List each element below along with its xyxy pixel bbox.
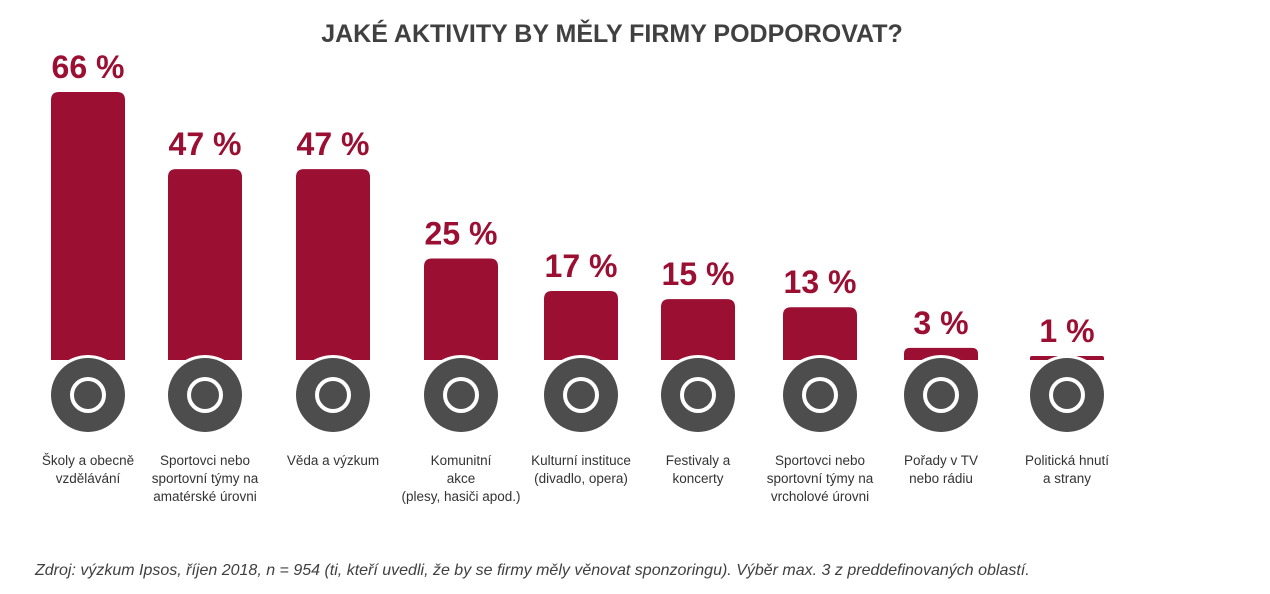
chart-title: JAKÉ AKTIVITY BY MĚLY FIRMY PODPOROVAT? — [321, 18, 903, 48]
value-label: 66 % — [52, 49, 125, 85]
icon — [783, 358, 857, 432]
icon — [168, 358, 242, 432]
icon — [904, 358, 978, 432]
icon — [661, 358, 735, 432]
bar — [168, 169, 242, 360]
value-label: 25 % — [425, 215, 498, 251]
value-label: 1 % — [1039, 313, 1094, 349]
icon-glyph — [70, 377, 106, 413]
icon — [1030, 358, 1104, 432]
bar — [904, 347, 978, 360]
bar — [661, 299, 735, 360]
icon-glyph — [680, 377, 716, 413]
category-label: Pořady v TV nebo rádiu — [903, 453, 979, 486]
category-label: Festivaly a koncerty — [665, 453, 731, 486]
icon-glyph — [923, 377, 959, 413]
category-label: Věda a výzkum — [286, 453, 380, 468]
value-label: 3 % — [913, 305, 968, 341]
value-label: 47 % — [297, 126, 370, 162]
icon-glyph — [443, 377, 479, 413]
value-label: 15 % — [662, 256, 735, 292]
icon — [296, 358, 370, 432]
value-label: 13 % — [784, 264, 857, 300]
bar — [296, 169, 370, 360]
icon — [544, 358, 618, 432]
icon-glyph — [315, 377, 351, 413]
bar — [783, 307, 857, 360]
bar — [544, 290, 618, 360]
source-note: Zdroj: výzkum Ipsos, říjen 2018, n = 954… — [34, 562, 1030, 579]
icon — [424, 358, 498, 432]
category-label: Sportovci nebo sportovní týmy na vrcholo… — [766, 453, 874, 504]
category-label: Kulturní instituce (divadlo, opera) — [531, 453, 631, 486]
icon-glyph — [802, 377, 838, 413]
category-label: Sportovci nebo sportovní týmy na amatérs… — [151, 453, 259, 504]
value-label: 47 % — [169, 126, 242, 162]
icon-glyph — [187, 377, 223, 413]
bar — [424, 258, 498, 360]
category-label: Komunitní akce (plesy, hasiči apod.) — [401, 453, 521, 504]
value-label: 17 % — [545, 248, 618, 284]
icon-glyph — [563, 377, 599, 413]
bar — [51, 92, 125, 360]
category-label: Školy a obecně vzdělávání — [41, 453, 135, 486]
icon-glyph — [1049, 377, 1085, 413]
category-label: Politická hnutí a strany — [1024, 453, 1110, 486]
icon — [51, 358, 125, 432]
